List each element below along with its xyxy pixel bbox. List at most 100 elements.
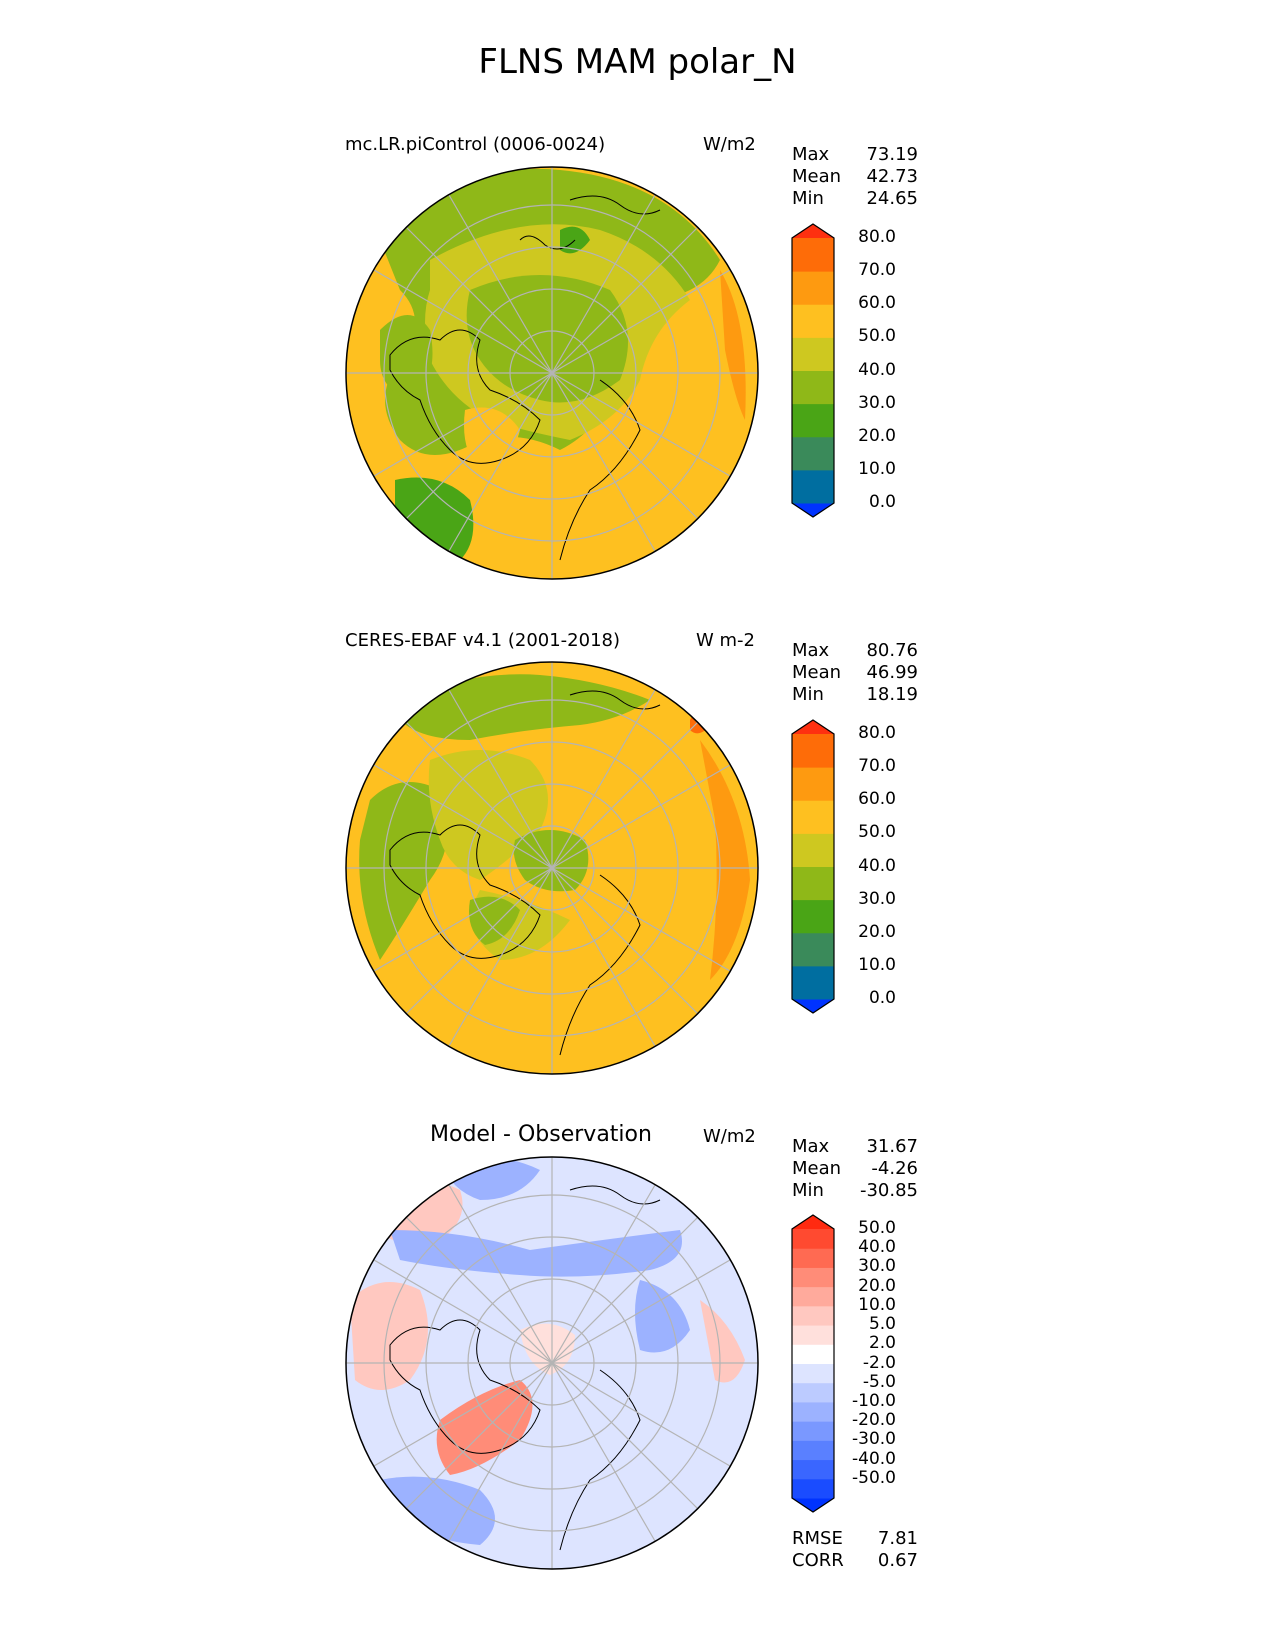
- panel-diff-corr-label: CORR: [792, 1550, 844, 1571]
- panel-obs-mean-label: Mean: [792, 662, 842, 683]
- colorbar-diff-segment: [792, 1267, 834, 1288]
- graticule-diff: [346, 1157, 758, 1569]
- colorbar-obs-tick-label: 40.0: [858, 855, 896, 876]
- panel-diff-min-label: Min: [792, 1180, 824, 1201]
- colorbar-obs-segment: [792, 932, 834, 967]
- colorbar-diff-segment: [792, 1229, 834, 1249]
- colorbar-diff-tick-label: -10.0: [852, 1390, 896, 1411]
- panel-model-max-value: 73.19: [866, 144, 918, 165]
- colorbar-diff-extend-max: [792, 1215, 834, 1229]
- colorbar-obs: [791, 719, 835, 1014]
- panel-model-units: W/m2: [703, 134, 756, 155]
- colorbar-model-tick-label: 30.0: [858, 392, 896, 413]
- panel-model-min-label: Min: [792, 188, 824, 209]
- map-model-coastline: [569, 195, 661, 215]
- colorbar-diff-tick-label: -20.0: [852, 1410, 896, 1431]
- colorbar-obs-tick-label: 10.0: [858, 954, 896, 975]
- panel-model-min-value: 24.65: [866, 188, 918, 209]
- panel-model-name: mc.LR.piControl (0006-0024): [345, 134, 606, 155]
- map-model-region: [720, 270, 746, 420]
- panel-diff-rmse-label: RMSE: [792, 1528, 843, 1549]
- graticule-model: [346, 167, 758, 579]
- panel-diff-max-label: Max: [792, 1136, 830, 1157]
- colorbar-diff-tick-label: 10.0: [858, 1294, 896, 1315]
- colorbar-model: [791, 223, 835, 518]
- panel-model-mean-label: Mean: [792, 166, 842, 187]
- colorbar-model-extend-min: [792, 503, 834, 517]
- colorbar-model-segment: [792, 271, 834, 305]
- map-model-region: [466, 275, 628, 403]
- colorbar-model-segment: [792, 403, 834, 438]
- colorbar-model-segment: [792, 337, 834, 371]
- map-model-coastline: [519, 235, 576, 250]
- colorbar-diff-segment: [792, 1478, 834, 1499]
- panel-obs-units: W m-2: [696, 630, 756, 651]
- panel-model-max-label: Max: [792, 144, 830, 165]
- map-model-coastline: [389, 329, 541, 464]
- colorbar-model-segment: [792, 304, 834, 338]
- colorbar-model-tick-label: 20.0: [858, 425, 896, 446]
- colorbar-model-tick-label: 60.0: [858, 293, 896, 314]
- figure-title: FLNS MAM polar_N: [478, 42, 797, 82]
- panel-obs-name: CERES-EBAF v4.1 (2001-2018): [345, 630, 621, 651]
- colorbar-diff-tick-label: -5.0: [862, 1371, 896, 1392]
- colorbar-obs-segment: [792, 734, 834, 768]
- colorbar-diff-segment: [792, 1248, 834, 1268]
- map-obs-region: [513, 830, 589, 892]
- map-diff-coastline: [559, 1369, 641, 1551]
- map-diff-border: [345, 1156, 759, 1570]
- colorbar-diff-segment: [792, 1363, 834, 1384]
- colorbar-model-outline: [791, 223, 835, 518]
- colorbar-diff-tick-label: 30.0: [858, 1256, 896, 1277]
- colorbar-obs-segment: [792, 833, 834, 867]
- colorbar-diff-segment: [792, 1305, 834, 1326]
- colorbar-model-segment: [792, 469, 834, 504]
- map-obs-region: [359, 782, 448, 960]
- panel-obs-mean-value: 46.99: [866, 662, 918, 683]
- colorbar-obs-tick-label: 0.0: [868, 988, 896, 1008]
- panel-diff-rmse-value: 7.81: [877, 1528, 918, 1549]
- colorbar-diff: [791, 1214, 835, 1513]
- colorbar-obs-segment: [792, 767, 834, 801]
- colorbar-obs-segment: [792, 800, 834, 834]
- colorbar-model-tick-label: 40.0: [858, 359, 896, 380]
- colorbar-diff-segment: [792, 1325, 834, 1345]
- colorbar-obs-tick-label: 50.0: [858, 822, 896, 843]
- panel-diff-mean-label: Mean: [792, 1158, 842, 1179]
- colorbar-diff-segment: [792, 1401, 834, 1422]
- colorbar-model-tick-label: 0.0: [868, 492, 896, 512]
- map-model-border: [345, 166, 759, 580]
- colorbar-obs-tick-label: 60.0: [858, 789, 896, 810]
- map-obs-coastline: [559, 874, 641, 1056]
- colorbar-obs-segment: [792, 965, 834, 1000]
- map-obs-region: [700, 740, 750, 980]
- map-obs-border: [345, 661, 759, 1075]
- map-model-region: [395, 477, 474, 560]
- colorbar-obs-extend-max: [792, 720, 834, 734]
- colorbar-diff-segment: [792, 1459, 834, 1480]
- colorbar-diff-tick-label: 50.0: [858, 1218, 896, 1238]
- colorbar-diff-segment: [792, 1440, 834, 1461]
- colorbar-model-extend-max: [792, 224, 834, 238]
- colorbar-diff-segment: [792, 1382, 834, 1403]
- map-model-coastline: [559, 379, 641, 561]
- colorbar-obs-tick-label: 80.0: [858, 723, 896, 743]
- colorbar-obs-segment: [792, 866, 834, 901]
- colorbar-diff-segment: [792, 1286, 834, 1307]
- graticule-obs: [346, 662, 758, 1074]
- colorbar-obs-tick-label: 70.0: [858, 756, 896, 777]
- colorbar-diff-tick-label: 20.0: [858, 1275, 896, 1296]
- colorbar-model-tick-label: 10.0: [858, 458, 896, 479]
- colorbar-diff-segment: [792, 1344, 834, 1364]
- map-diff-region: [436, 1380, 533, 1475]
- colorbar-model-segment: [792, 436, 834, 471]
- panel-diff-min-value: -30.85: [859, 1180, 918, 1201]
- panel-model-mean-value: 42.73: [866, 166, 918, 187]
- colorbar-diff-tick-label: -30.0: [852, 1429, 896, 1450]
- colorbar-diff-tick-label: 2.0: [868, 1333, 896, 1354]
- colorbar-diff-segment: [792, 1421, 834, 1441]
- map-diff-region: [520, 1323, 575, 1375]
- colorbar-obs-extend-min: [792, 999, 834, 1013]
- map-diff-region: [380, 1476, 495, 1545]
